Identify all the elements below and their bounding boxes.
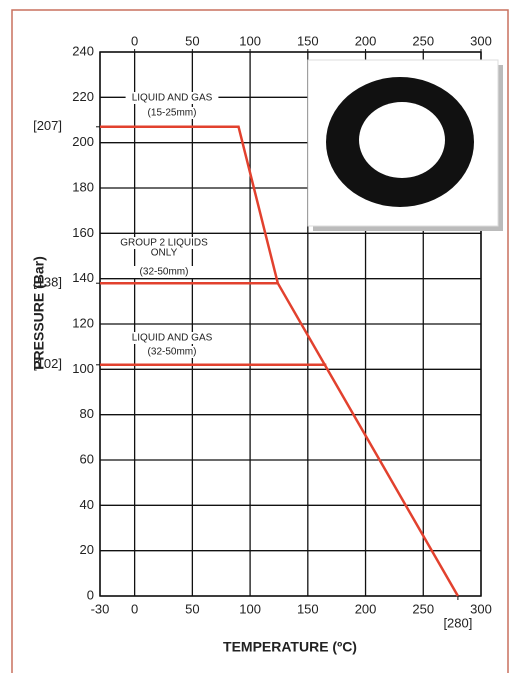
x-axis-title: TEMPERATURE (ºC) xyxy=(223,639,357,655)
y-mark-label: [138] xyxy=(33,275,62,290)
annotation: LIQUID AND GAS xyxy=(132,333,213,344)
y-mark-label: [102] xyxy=(33,356,62,371)
page: {"chart_data": {"type": "line", "xlabel"… xyxy=(0,0,521,673)
annotation: (15-25mm) xyxy=(148,108,197,119)
y-tick-label: 200 xyxy=(72,134,94,149)
annotation: (32-50mm) xyxy=(140,267,189,278)
y-tick-label: 120 xyxy=(72,315,94,330)
x2-tick-label: 250 xyxy=(412,33,434,48)
y-tick-label: 140 xyxy=(72,270,94,285)
x-tick-label: 250 xyxy=(412,601,434,616)
y-tick-label: 160 xyxy=(72,225,94,240)
x2-tick-label: 200 xyxy=(355,33,377,48)
x-tick-label: 200 xyxy=(355,601,377,616)
x2-tick-label: 100 xyxy=(239,33,261,48)
x-tick-label: 50 xyxy=(185,601,199,616)
y-mark-label: [207] xyxy=(33,118,62,133)
y-tick-label: 80 xyxy=(80,406,94,421)
gasket-hole xyxy=(359,102,445,178)
x2-tick-label: 50 xyxy=(185,33,199,48)
x2-tick-label: 0 xyxy=(131,33,138,48)
x2-tick-label: 150 xyxy=(297,33,319,48)
y-axis-title: PRESSURE (Bar) xyxy=(31,256,47,370)
x-tick-label: 0 xyxy=(131,601,138,616)
chart: TEMPERATURE (ºC) PRESSURE (Bar) 0 20 40 60 8… xyxy=(0,0,521,673)
y-tick-label: 40 xyxy=(80,497,94,512)
y-tick-label: 20 xyxy=(80,542,94,557)
x-tick-label: 100 xyxy=(239,601,261,616)
annotation: ONLY xyxy=(151,248,178,259)
x-tick-label: -30 xyxy=(91,601,110,616)
annotation: LIQUID AND GAS xyxy=(132,93,213,104)
y-tick-label: 240 xyxy=(72,43,94,58)
x-mark-label: [280] xyxy=(443,615,472,630)
y-tick-label: 0 xyxy=(87,587,94,602)
y-tick-label: 180 xyxy=(72,179,94,194)
y-tick-label: 100 xyxy=(72,361,94,376)
x2-tick-label: 300 xyxy=(470,33,492,48)
y-tick-label: 60 xyxy=(80,451,94,466)
y-tick-label: 220 xyxy=(72,89,94,104)
x-tick-label: 150 xyxy=(297,601,319,616)
annotation: (32-50mm) xyxy=(148,347,197,358)
x-tick-label: 300 xyxy=(470,601,492,616)
